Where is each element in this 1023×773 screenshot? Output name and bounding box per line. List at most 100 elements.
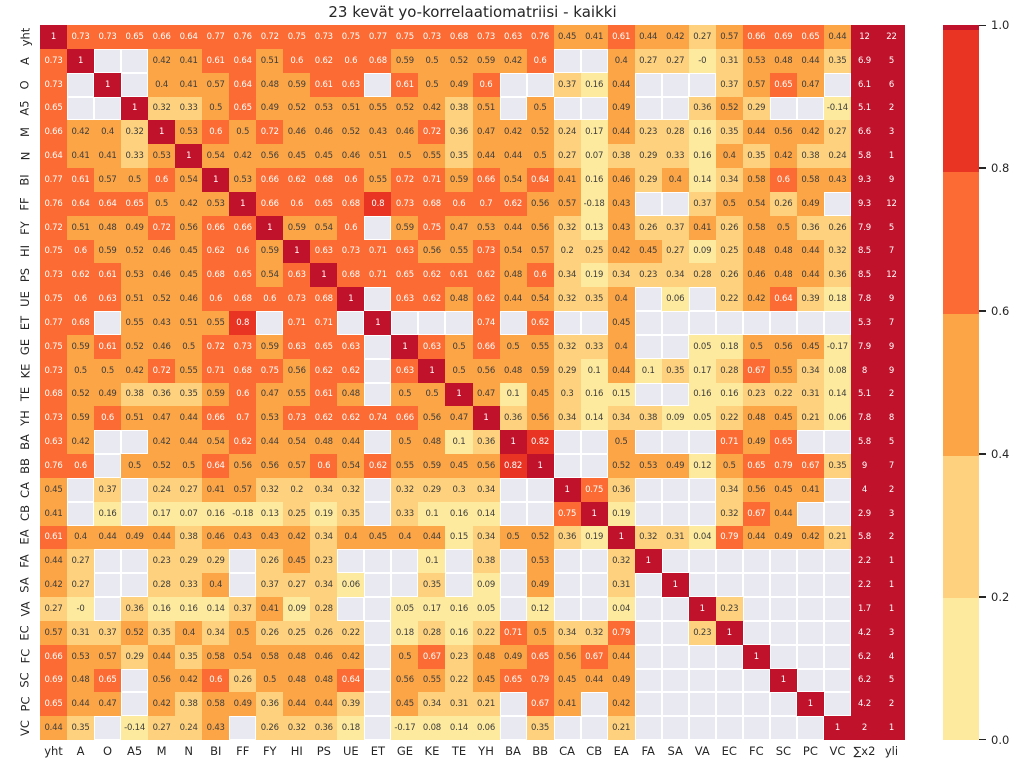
heatmap-cell: 0.75: [391, 25, 419, 49]
heatmap-cell: 8: [850, 358, 878, 383]
heatmap-cell: 0.57: [283, 454, 311, 478]
heatmap-cell: 0.48: [742, 406, 770, 431]
heatmap-cell: 0.53: [742, 48, 770, 73]
heatmap-cell: 0.35: [445, 144, 473, 168]
heatmap-cell: 0.63: [283, 334, 311, 359]
heatmap-cell: 0.14: [472, 501, 500, 526]
heatmap-cell: 0.47: [796, 72, 824, 97]
heatmap-cell: 0.59: [202, 382, 230, 407]
heatmap-cell: 0.49: [445, 72, 473, 97]
heatmap-cell: 0.35: [148, 620, 176, 645]
heatmap-cell-empty: [661, 620, 689, 645]
y-tick-label: KE: [18, 363, 32, 378]
heatmap-cell-empty: [580, 454, 608, 478]
heatmap-cell: 0.44: [418, 525, 446, 550]
heatmap-cell: 0.77: [40, 168, 68, 192]
heatmap-cell: 9.3: [850, 168, 878, 192]
heatmap-cell: 0.66: [256, 191, 284, 216]
heatmap-cell: 0.22: [337, 620, 365, 645]
heatmap-cell: 0.09: [661, 406, 689, 431]
heatmap-cell: 0.64: [202, 454, 230, 478]
heatmap-cell: 0.43: [256, 525, 284, 550]
heatmap-cell: 0.31: [607, 573, 635, 597]
colorbar-tick-label: 0.4: [991, 447, 1010, 461]
heatmap-cell: 0.72: [202, 334, 230, 359]
heatmap-cell: 0.48: [769, 263, 797, 288]
heatmap-cell: 0.76: [229, 25, 257, 49]
heatmap-cell: 0.66: [40, 644, 68, 669]
heatmap-cell: 0.5: [607, 430, 635, 454]
heatmap-cell: 0.4: [607, 48, 635, 73]
heatmap-cell: 0.08: [418, 716, 446, 740]
heatmap-cell: 0.6: [445, 191, 473, 216]
heatmap-cell: 0.49: [607, 96, 635, 121]
heatmap-cell-empty: [823, 430, 851, 454]
heatmap-cell: 0.23: [634, 120, 662, 145]
heatmap-cell: 0.27: [634, 48, 662, 73]
heatmap-cell: 0.67: [742, 501, 770, 526]
heatmap-cell: 0.32: [607, 549, 635, 574]
heatmap-cell: 3: [877, 501, 905, 526]
heatmap-cell: 0.29: [634, 144, 662, 168]
heatmap-cell: 0.73: [67, 25, 95, 49]
colorbar-tick-mark: [979, 167, 986, 169]
heatmap-cell: 22: [877, 25, 905, 49]
heatmap-cell: 0.53: [175, 120, 203, 145]
heatmap-cell: 0.8: [229, 311, 257, 335]
heatmap-cell: 0.63: [337, 334, 365, 359]
heatmap-cell: 0.6: [202, 287, 230, 311]
heatmap-cell: 0.35: [526, 716, 554, 740]
heatmap-cell: 0.47: [94, 692, 122, 717]
heatmap-cell-empty: [796, 430, 824, 454]
heatmap-cell-empty: [634, 477, 662, 502]
heatmap-cell: 0.5: [526, 144, 554, 168]
heatmap-cell-empty: [634, 72, 662, 97]
heatmap-cell: 0.58: [202, 644, 230, 669]
heatmap-cell: 6.6: [850, 120, 878, 145]
heatmap-cell: 0.56: [283, 358, 311, 383]
y-tick-label: M: [18, 127, 32, 138]
heatmap-cell: 1: [499, 430, 527, 454]
heatmap-cell: 0.57: [94, 168, 122, 192]
heatmap-cell: 0.44: [283, 692, 311, 717]
heatmap-cell: 0.45: [769, 406, 797, 431]
heatmap-cell: 0.49: [526, 573, 554, 597]
heatmap-cell: 0.33: [661, 144, 689, 168]
heatmap-cell: 0.6: [229, 239, 257, 264]
heatmap-cell: 0.48: [94, 215, 122, 240]
heatmap-cell: 0.63: [391, 358, 419, 383]
heatmap-cell: 0.21: [472, 692, 500, 717]
heatmap-cell: 9: [850, 454, 878, 478]
heatmap-cell: 0.51: [121, 406, 149, 431]
heatmap-cell-empty: [661, 96, 689, 121]
heatmap-cell: 0.65: [769, 72, 797, 97]
heatmap-cell: 0.73: [40, 48, 68, 73]
heatmap-cell: 5: [877, 668, 905, 693]
heatmap-cell: 0.48: [445, 287, 473, 311]
heatmap-cell: -0.17: [391, 716, 419, 740]
heatmap-cell: 0.56: [526, 191, 554, 216]
heatmap-cell: 0.37: [229, 597, 257, 621]
heatmap-cell-empty: [796, 501, 824, 526]
heatmap-cell-empty: [229, 716, 257, 740]
heatmap-cell: 0.5: [148, 191, 176, 216]
heatmap-cell: 0.37: [553, 72, 581, 97]
heatmap-cell: 0.48: [472, 644, 500, 669]
heatmap-cell-empty: [715, 716, 743, 740]
heatmap-cell: 0.5: [229, 120, 257, 145]
heatmap-cell: 0.26: [256, 716, 284, 740]
heatmap-cell-empty: [661, 501, 689, 526]
heatmap-cell: 0.21: [823, 525, 851, 550]
heatmap-cell: 2: [877, 382, 905, 407]
heatmap-cell: 0.59: [256, 334, 284, 359]
heatmap-cell: 0.6: [283, 48, 311, 73]
heatmap-cell-empty: [580, 311, 608, 335]
heatmap-cell: 0.65: [310, 334, 338, 359]
heatmap-cell-empty: [94, 573, 122, 597]
heatmap-cell: 0.35: [67, 716, 95, 740]
heatmap-cell: 0.57: [553, 191, 581, 216]
heatmap-cell: 0.45: [553, 668, 581, 693]
heatmap-cell: 0.63: [418, 334, 446, 359]
heatmap-cell-empty: [121, 72, 149, 97]
heatmap-cell: 0.59: [67, 334, 95, 359]
